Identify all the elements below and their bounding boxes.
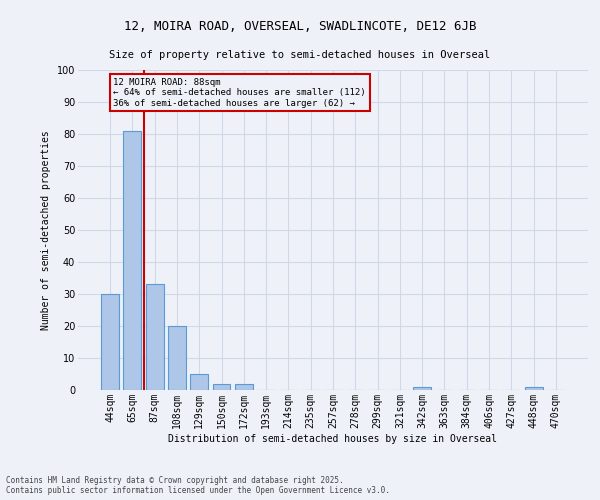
Y-axis label: Number of semi-detached properties: Number of semi-detached properties <box>41 130 51 330</box>
Bar <box>212 384 230 390</box>
Bar <box>524 387 542 390</box>
Text: Contains HM Land Registry data © Crown copyright and database right 2025.: Contains HM Land Registry data © Crown c… <box>6 476 344 485</box>
Bar <box>168 326 186 390</box>
Bar <box>413 387 431 390</box>
Text: 12, MOIRA ROAD, OVERSEAL, SWADLINCOTE, DE12 6JB: 12, MOIRA ROAD, OVERSEAL, SWADLINCOTE, D… <box>124 20 476 33</box>
Bar <box>190 374 208 390</box>
Text: Size of property relative to semi-detached houses in Overseal: Size of property relative to semi-detach… <box>109 50 491 60</box>
Bar <box>235 384 253 390</box>
Text: 12 MOIRA ROAD: 88sqm
← 64% of semi-detached houses are smaller (112)
36% of semi: 12 MOIRA ROAD: 88sqm ← 64% of semi-detac… <box>113 78 366 108</box>
Text: Contains public sector information licensed under the Open Government Licence v3: Contains public sector information licen… <box>6 486 390 495</box>
Bar <box>101 294 119 390</box>
Bar <box>124 131 142 390</box>
Bar <box>146 284 164 390</box>
X-axis label: Distribution of semi-detached houses by size in Overseal: Distribution of semi-detached houses by … <box>169 434 497 444</box>
